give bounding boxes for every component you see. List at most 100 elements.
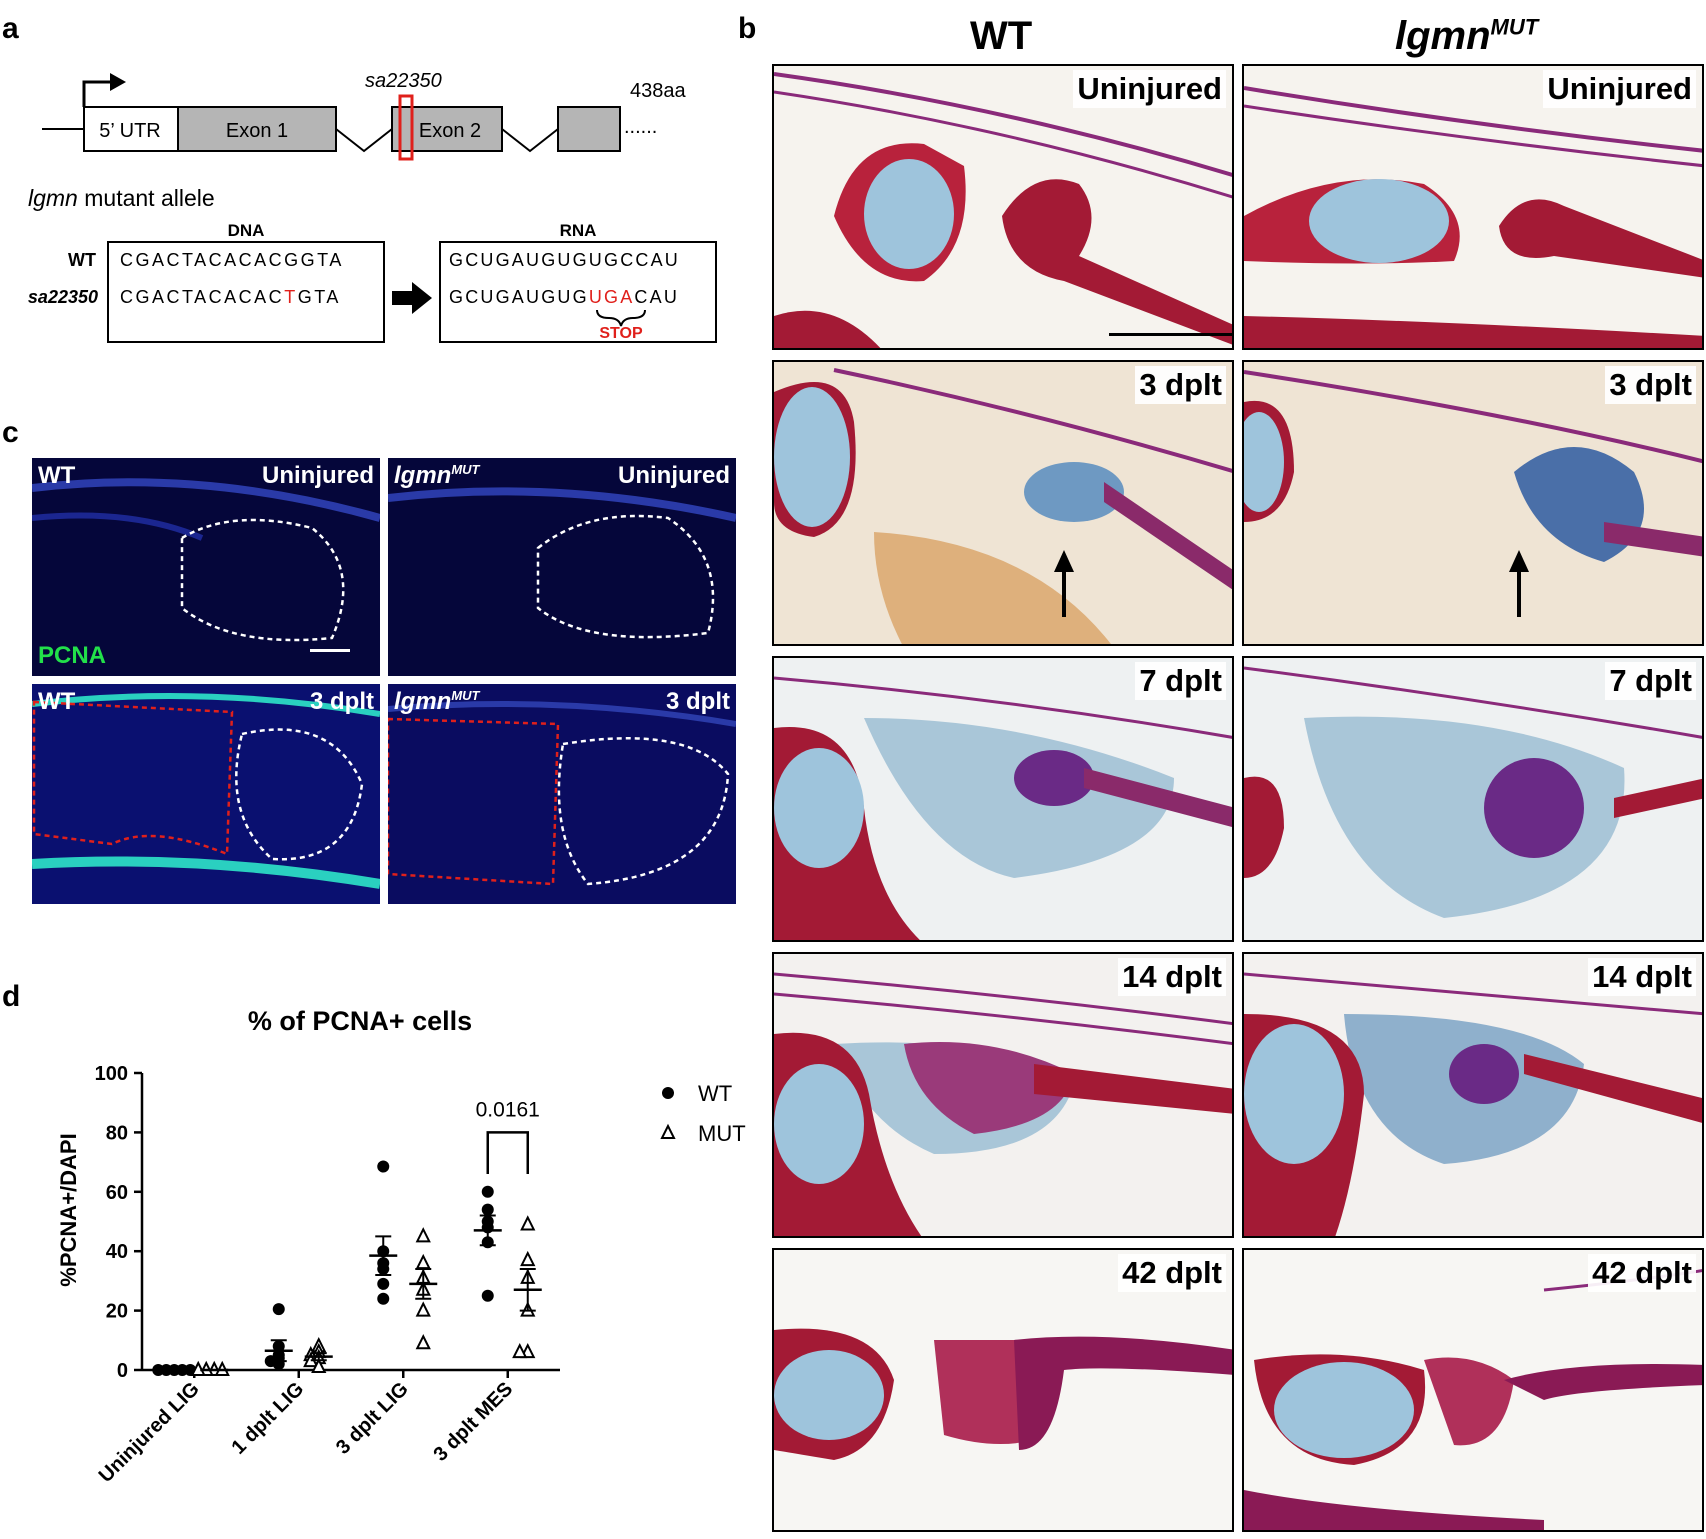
fluo-mut-uninjured-label: Uninjured [618,462,730,489]
data-point-mut [415,1334,431,1350]
exon2-label: Exon 2 [419,120,481,142]
promoter-arrow [82,80,112,107]
fluo-wt-3dplt-timepoint: 3 dplt [310,688,374,715]
data-point-wt [377,1292,390,1305]
stop-label: STOP [599,325,643,342]
transcription-arrow [392,282,432,314]
x-tick-label: 3 dplt LIG [332,1378,413,1459]
data-point-wt [377,1277,390,1290]
legend-mut-label: MUT [698,1121,746,1146]
rna-header: RNA [560,221,597,240]
data-point-mut [512,1342,528,1359]
x-tick-label: Uninjured LIG [95,1378,204,1487]
exon3-box [557,106,621,152]
histo-label-wt-42dplt: 42 dplt [1118,1254,1226,1292]
histology-wt-14dplt: 14 dplt [772,952,1234,1238]
exon1-box [177,106,337,152]
chart-title: % of PCNA+ cells [248,1006,472,1036]
exon1-label: Exon 1 [226,120,288,142]
data-point-wt [481,1289,494,1302]
panel-a-gene-diagram: 5’ UTR Exon 1 Exon 2 ...... sa22350 438a… [0,0,720,360]
p-value-annotation: 0.0161 [476,1098,540,1121]
histology-wt-42dplt: 42 dplt [772,1248,1234,1532]
fluorescence-mut-uninjured: lgmnMUT Uninjured [388,458,736,676]
dna-header: DNA [228,221,265,240]
data-point-wt [152,1364,165,1376]
allele-id-label: sa22350 [365,70,442,92]
y-tick-label: 100 [95,1063,128,1085]
histo-label-mut-3dplt: 3 dplt [1605,366,1696,404]
histo-label-wt-3dplt: 3 dplt [1135,366,1226,404]
legend-mut-marker [660,1123,676,1139]
data-point-mut [415,1227,431,1243]
histology-wt-uninjured: Uninjured [772,64,1234,350]
scale-bar [310,649,350,652]
x-tick-label: 3 dplt MES [429,1378,517,1466]
panel-b-mutant-header: lgmnMUT [1395,14,1539,58]
fluo-wt-uninjured-label: Uninjured [262,462,374,489]
fluo-mut-3dplt-label: lgmnMUT [394,688,480,715]
y-tick-label: 0 [117,1360,128,1382]
data-point-wt [272,1303,285,1316]
legend-wt-label: WT [698,1081,732,1106]
fluorescence-wt-3dplt: WT 3 dplt [32,684,380,904]
mutation-site-box [398,94,414,161]
legend-wt-marker [662,1087,674,1099]
data-point-mut [311,1357,327,1374]
histo-label-mut-14dplt: 14 dplt [1588,958,1696,996]
wt-row-label: WT [68,250,96,270]
data-point-wt [377,1160,390,1173]
panel-d-chart: % of PCNA+ cells %PCNA+/DAPI 0 20 40 60 80 10… [0,990,760,1534]
intron-1 [335,128,393,153]
panel-b-wt-header: WT [970,14,1033,58]
panel-letter-d: d [2,980,21,1013]
y-tick-label: 60 [106,1182,128,1204]
fluo-mut-label: lgmnMUT [394,462,480,489]
ellipsis-label: ...... [624,116,657,138]
data-point-wt [481,1203,494,1216]
histology-mut-uninjured: Uninjured [1242,64,1704,350]
mutant-row-label: sa22350 [28,287,98,307]
data-point-mut [415,1253,431,1270]
gene-structure-diagram: 5’ UTR Exon 1 Exon 2 ...... sa22350 438a… [28,70,717,343]
utr-label: 5’ UTR [99,120,160,142]
histo-label-wt-7dplt: 7 dplt [1135,662,1226,700]
promoter-arrowhead [110,73,126,91]
fluorescence-wt-uninjured: WT Uninjured PCNA [32,458,380,676]
panel-letter-c: c [2,416,19,449]
histology-wt-7dplt: 7 dplt [772,656,1234,942]
chart-y-axis-label: %PCNA+/DAPI [56,1133,81,1286]
utr-box [83,106,179,152]
rna-mutant-sequence: GCUGAUGUGUGACAU [449,287,679,307]
rna-box [439,241,717,343]
histo-label-mut-uninjured: Uninjured [1543,70,1696,108]
data-point-mut [520,1250,536,1267]
fluorescence-mut-3dplt: lgmnMUT 3 dplt [388,684,736,904]
significance-bracket [486,1131,529,1174]
histology-mut-14dplt: 14 dplt [1242,952,1704,1238]
data-point-wt [481,1185,494,1198]
y-tick-label: 80 [106,1122,128,1144]
intron-2 [501,128,559,153]
dna-wt-sequence: CGACTACACACGGTA [120,250,344,270]
histology-mut-7dplt: 7 dplt [1242,656,1704,942]
stop-codon-brace [596,309,646,327]
fluo-mut-3dplt-timepoint: 3 dplt [666,688,730,715]
data-point-mut [520,1215,536,1231]
histo-label-mut-7dplt: 7 dplt [1605,662,1696,700]
histology-mut-3dplt: 3 dplt [1242,360,1704,646]
dna-mutant-sequence: CGACTACACACTGTA [120,287,341,307]
panel-letter-a: a [2,12,19,45]
x-tick-label: 1 dplt LIG [228,1378,309,1459]
histo-label-mut-42dplt: 42 dplt [1588,1254,1696,1292]
pcna-scatter-chart: % of PCNA+ cells %PCNA+/DAPI 0 20 40 60 80 10… [56,1006,746,1487]
fluo-wt-label: WT [38,462,76,489]
histo-label-wt-14dplt: 14 dplt [1118,958,1226,996]
mutant-allele-title: lgmn mutant allele [28,185,215,211]
histology-wt-3dplt: 3 dplt [772,360,1234,646]
y-tick-label: 40 [106,1241,128,1263]
rna-wt-sequence: GCUGAUGUGUGCCAU [449,250,680,270]
protein-length-label: 438aa [630,80,686,102]
panel-letter-b: b [738,12,757,45]
y-tick-label: 20 [106,1301,128,1323]
